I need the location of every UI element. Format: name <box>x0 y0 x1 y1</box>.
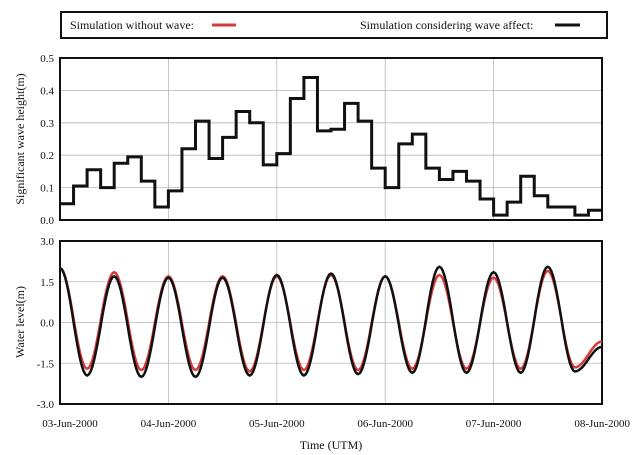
water-level-series <box>59 265 603 379</box>
x-tick-label: 04-Jun-2000 <box>141 418 197 430</box>
x-tick-label: 07-Jun-2000 <box>466 418 522 430</box>
series-without-wave <box>59 267 603 373</box>
water-level-y-ticks: -3.0 -1.5 0.0 1.5 3.0 <box>37 236 55 411</box>
legend-label-without-wave: Simulation without wave: <box>70 18 194 32</box>
wave-height-y-ticks: 0.0 0.1 0.2 0.3 0.4 0.5 <box>40 53 54 227</box>
legend-frame <box>60 11 608 39</box>
water-level-grid <box>60 241 602 404</box>
water-level-plot-frame <box>59 240 603 405</box>
y-tick-label: 0.2 <box>40 150 54 162</box>
y-tick-label: 0.4 <box>40 85 54 97</box>
y-tick-label: -1.5 <box>37 358 55 370</box>
y-tick-label: 0.1 <box>40 183 54 195</box>
wave-height-series <box>60 75 602 217</box>
wave-height-panel: 0.0 0.1 0.2 0.3 0.4 0.5 Significant wave heig… <box>13 53 603 227</box>
time-x-axis-label: Time (UTM) <box>300 438 363 452</box>
legend: Simulation without wave: Simulation cons… <box>60 11 608 39</box>
water-level-panel: -3.0 -1.5 0.0 1.5 3.0 03-Jun-2000 04-Jun-2000… <box>13 236 630 452</box>
y-tick-label: 1.5 <box>40 277 54 289</box>
y-tick-label: 0.0 <box>40 318 54 330</box>
series-wave-height <box>60 75 602 217</box>
y-tick-label: 3.0 <box>40 236 54 248</box>
x-tick-label: 08-Jun-2000 <box>574 418 630 430</box>
water-level-x-ticks: 03-Jun-2000 04-Jun-2000 05-Jun-2000 06-Jun-… <box>42 418 630 430</box>
y-tick-label: 0.3 <box>40 118 54 130</box>
x-tick-label: 05-Jun-2000 <box>249 418 305 430</box>
y-tick-label: 0.0 <box>40 215 54 227</box>
legend-label-with-wave: Simulation considering wave affect: <box>360 18 533 32</box>
y-tick-label: 0.5 <box>40 53 54 65</box>
wave-height-plot-frame <box>59 57 603 221</box>
x-tick-label: 03-Jun-2000 <box>42 418 98 430</box>
wave-height-y-axis-label: Significant wave height(m) <box>13 73 27 204</box>
water-level-y-axis-label: Water level(m) <box>13 286 27 358</box>
y-tick-label: -3.0 <box>37 399 55 411</box>
series-with-wave <box>59 265 603 379</box>
wave-height-grid <box>60 58 602 220</box>
x-tick-label: 06-Jun-2000 <box>357 418 413 430</box>
